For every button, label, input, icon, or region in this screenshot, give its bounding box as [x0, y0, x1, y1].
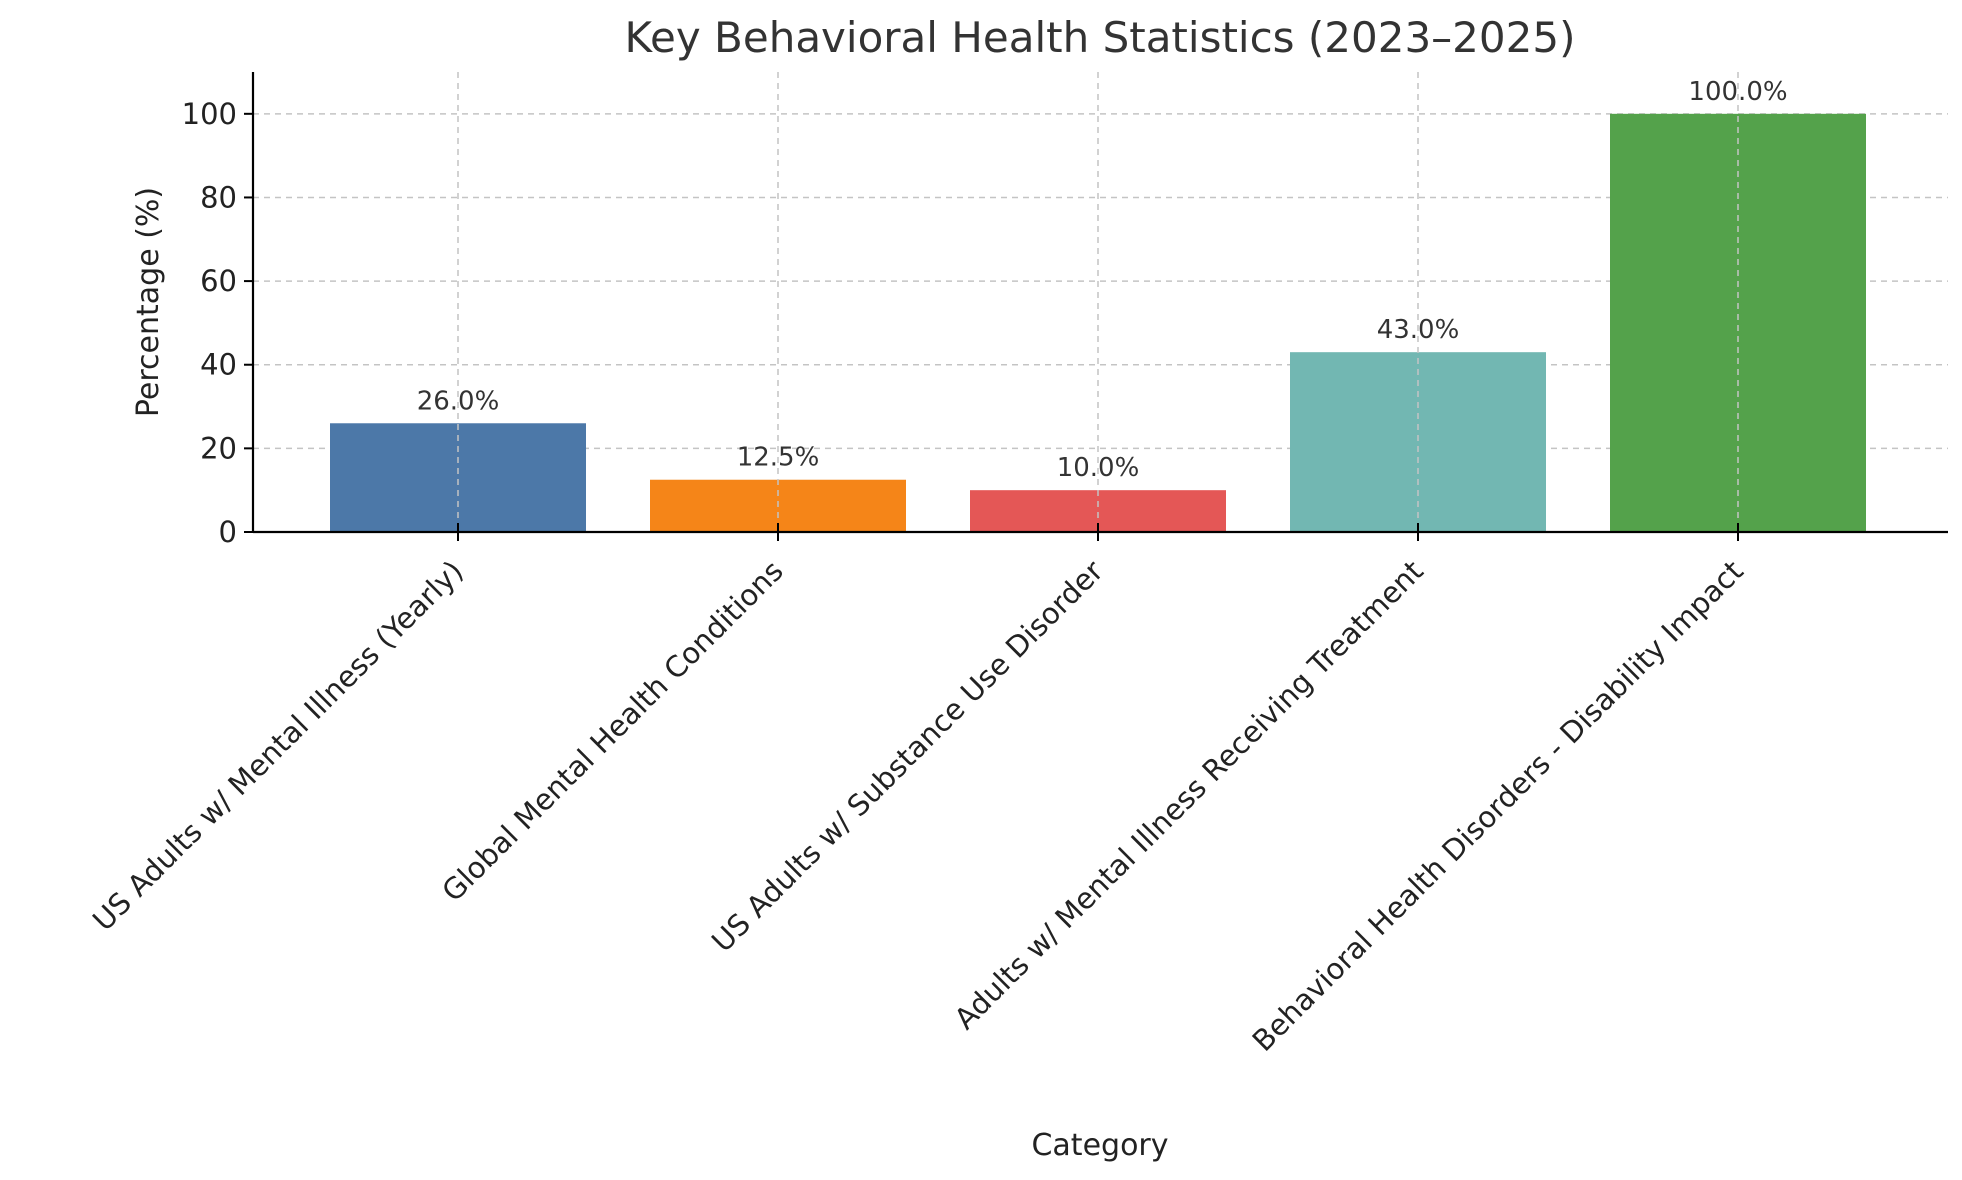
y-tick-label: 60	[200, 264, 237, 298]
data-label: 12.5%	[737, 443, 820, 473]
y-tick-label: 40	[200, 348, 237, 382]
y-tick-label: 20	[200, 431, 237, 465]
y-axis-ticks: 0 20 40 60 80 100	[182, 97, 253, 549]
y-tick-label: 0	[219, 515, 237, 549]
x-axis-label: Category	[1031, 1128, 1168, 1163]
x-axis-ticks: US Adults w/ Mental Illness (Yearly)Glob…	[86, 523, 1750, 1058]
y-axis-label: Percentage (%)	[131, 187, 166, 417]
data-label: 26.0%	[417, 386, 500, 416]
x-tick-label: Global Mental Health Conditions	[435, 554, 789, 908]
chart-title: Key Behavioral Health Statistics (2023–2…	[625, 13, 1576, 62]
data-labels: 26.0% 12.5% 10.0% 43.0% 100.0%	[417, 77, 1788, 483]
x-tick-label: US Adults w/ Mental Illness (Yearly)	[86, 554, 470, 938]
y-tick-label: 100	[182, 97, 237, 131]
data-label: 100.0%	[1688, 77, 1787, 107]
axes	[251, 72, 1948, 534]
bars	[330, 113, 1866, 533]
y-tick-label: 80	[200, 180, 237, 214]
x-tick-label: Behavioral Health Disorders - Disability…	[1246, 554, 1750, 1058]
data-label: 10.0%	[1057, 453, 1140, 483]
data-label: 43.0%	[1377, 315, 1460, 345]
x-tick-label: US Adults w/ Substance Use Disorder	[705, 554, 1110, 959]
